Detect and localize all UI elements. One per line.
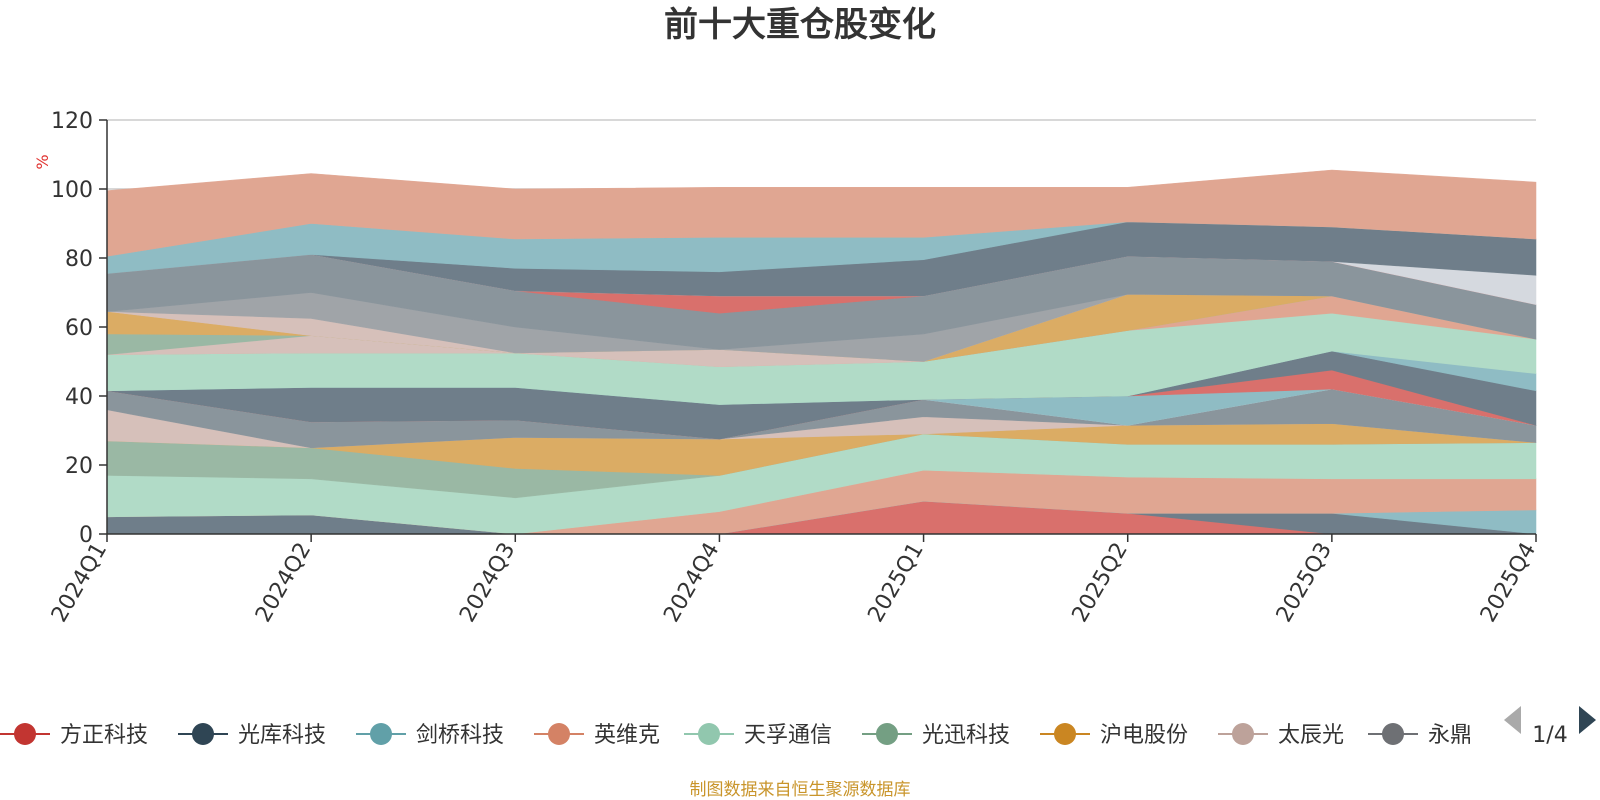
data-source-note: 制图数据来自恒生聚源数据库 bbox=[690, 780, 911, 800]
legend-marker bbox=[1054, 723, 1076, 745]
legend-marker bbox=[370, 723, 392, 745]
legend-item-3[interactable]: 英维克 bbox=[534, 723, 660, 748]
x-tick-label: 2024Q1 bbox=[47, 539, 112, 627]
x-tick-label: 2025Q4 bbox=[1476, 539, 1541, 627]
area-series bbox=[106, 169, 1537, 535]
x-tick-label: 2025Q3 bbox=[1272, 539, 1337, 627]
legend-label: 沪电股份 bbox=[1100, 723, 1188, 748]
legend-next-icon[interactable] bbox=[1579, 706, 1596, 734]
legend-marker bbox=[1382, 723, 1404, 745]
legend-page-indicator: 1/4 bbox=[1532, 723, 1567, 748]
legend-item-7[interactable]: 太辰光 bbox=[1218, 723, 1344, 748]
legend: 方正科技 光库科技 剑桥科技 英维克 天孚通信 光迅科技 沪电股份 太辰光 永鼎 bbox=[0, 723, 1472, 748]
legend-label: 方正科技 bbox=[60, 723, 148, 748]
legend-label: 天孚通信 bbox=[744, 723, 832, 748]
legend-item-1[interactable]: 光库科技 bbox=[178, 723, 326, 748]
x-tick-label: 2025Q2 bbox=[1068, 539, 1133, 627]
legend-prev-icon[interactable] bbox=[1504, 706, 1521, 734]
legend-marker bbox=[192, 723, 214, 745]
y-tick-label: 60 bbox=[65, 316, 93, 341]
legend-marker bbox=[1232, 723, 1254, 745]
legend-label: 永鼎 bbox=[1428, 723, 1472, 748]
y-axis-unit: % bbox=[33, 154, 52, 169]
area-series-26 bbox=[106, 169, 1537, 257]
legend-label: 光库科技 bbox=[238, 723, 326, 748]
y-tick-label: 100 bbox=[51, 178, 93, 203]
chart-title: 前十大重仓股变化 bbox=[664, 5, 936, 45]
x-tick-label: 2024Q4 bbox=[659, 539, 724, 627]
legend-marker bbox=[14, 723, 36, 745]
legend-marker bbox=[876, 723, 898, 745]
legend-label: 剑桥科技 bbox=[416, 723, 504, 748]
y-tick-label: 120 bbox=[51, 109, 93, 134]
legend-item-8[interactable]: 永鼎 bbox=[1368, 723, 1472, 748]
x-tick-label: 2024Q2 bbox=[251, 539, 316, 627]
legend-label: 英维克 bbox=[594, 723, 660, 748]
x-tick-label: 2024Q3 bbox=[455, 539, 520, 627]
legend-item-4[interactable]: 天孚通信 bbox=[684, 723, 832, 748]
legend-marker bbox=[698, 723, 720, 745]
legend-item-2[interactable]: 剑桥科技 bbox=[356, 723, 504, 748]
legend-marker bbox=[548, 723, 570, 745]
legend-item-5[interactable]: 光迅科技 bbox=[862, 723, 1010, 748]
y-tick-label: 80 bbox=[65, 247, 93, 272]
y-tick-label: 20 bbox=[65, 454, 93, 479]
x-tick-label: 2025Q1 bbox=[863, 539, 928, 627]
legend-pager: 1/4 bbox=[1504, 706, 1596, 748]
legend-label: 太辰光 bbox=[1278, 723, 1344, 748]
legend-item-6[interactable]: 沪电股份 bbox=[1040, 723, 1188, 748]
y-tick-label: 0 bbox=[79, 523, 93, 548]
legend-label: 光迅科技 bbox=[922, 723, 1010, 748]
y-tick-label: 40 bbox=[65, 385, 93, 410]
legend-item-0[interactable]: 方正科技 bbox=[0, 723, 148, 748]
